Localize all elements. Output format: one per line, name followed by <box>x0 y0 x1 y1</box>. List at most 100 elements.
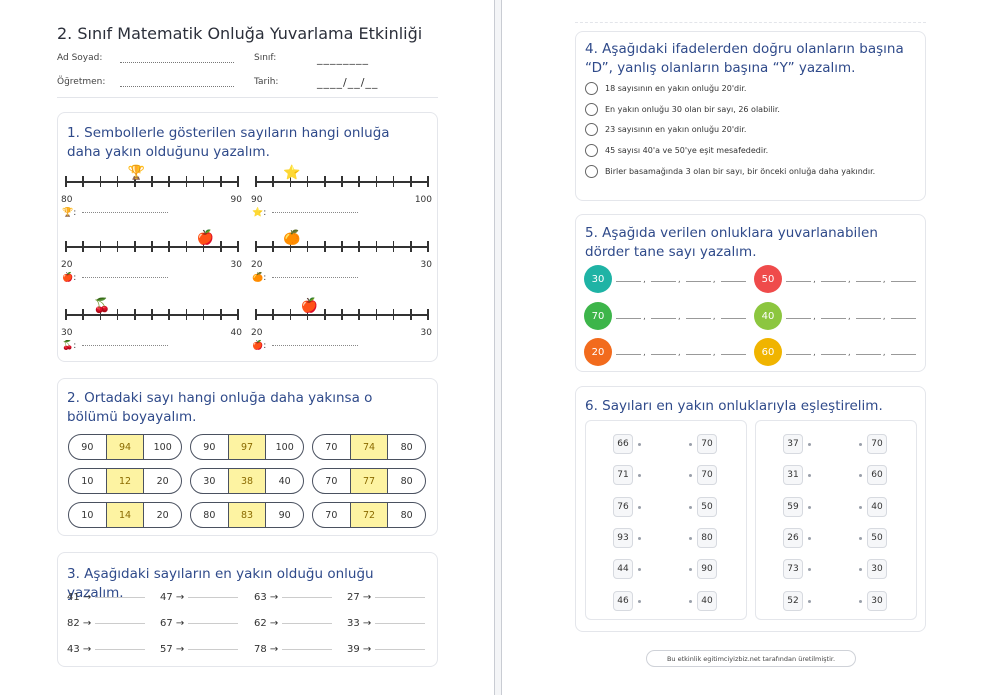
answer-blank[interactable] <box>820 318 846 319</box>
pill-middle-segment[interactable]: 97 <box>227 435 267 459</box>
match-tens[interactable]: 70 <box>697 434 717 454</box>
pill-upper-segment[interactable]: 100 <box>153 441 172 453</box>
answer-blank[interactable] <box>82 345 169 346</box>
answer-blank[interactable] <box>188 596 239 598</box>
answer-circle[interactable] <box>585 123 598 136</box>
answer-blank[interactable] <box>786 281 811 282</box>
answer-blank[interactable] <box>855 318 881 319</box>
answer-blank[interactable] <box>786 318 811 319</box>
match-dot[interactable] <box>638 474 641 477</box>
pill-lower-segment[interactable]: 10 <box>81 475 94 487</box>
answer-circle[interactable] <box>585 165 598 178</box>
match-dot[interactable] <box>859 568 862 571</box>
answer-blank[interactable] <box>95 622 146 624</box>
pill-middle-segment[interactable]: 14 <box>105 503 145 527</box>
match-number[interactable]: 52 <box>783 591 803 611</box>
answer-blank[interactable] <box>685 281 711 282</box>
answer-blank[interactable] <box>720 354 746 355</box>
answer-blank[interactable] <box>95 648 146 650</box>
answer-blank[interactable] <box>890 318 916 319</box>
match-dot[interactable] <box>859 443 862 446</box>
pill-middle-segment[interactable]: 38 <box>227 469 267 493</box>
pill-upper-segment[interactable]: 90 <box>278 509 291 521</box>
match-tens[interactable]: 70 <box>867 434 887 454</box>
match-dot[interactable] <box>808 600 811 603</box>
match-number[interactable]: 44 <box>613 559 633 579</box>
answer-blank[interactable] <box>820 354 846 355</box>
answer-blank[interactable] <box>616 281 641 282</box>
match-dot[interactable] <box>808 537 811 540</box>
name-field[interactable] <box>120 62 234 63</box>
answer-blank[interactable] <box>616 318 641 319</box>
answer-blank[interactable] <box>685 354 711 355</box>
answer-blank[interactable] <box>720 281 746 282</box>
match-dot[interactable] <box>638 600 641 603</box>
answer-blank[interactable] <box>890 354 916 355</box>
answer-blank[interactable] <box>855 281 881 282</box>
answer-blank[interactable] <box>272 345 359 346</box>
teacher-field[interactable] <box>120 86 234 87</box>
match-tens[interactable]: 60 <box>867 465 887 485</box>
answer-blank[interactable] <box>95 596 146 598</box>
match-dot[interactable] <box>689 568 692 571</box>
answer-blank[interactable] <box>650 281 676 282</box>
match-tens[interactable]: 70 <box>697 465 717 485</box>
answer-circle[interactable] <box>585 103 598 116</box>
pill-upper-segment[interactable]: 80 <box>400 441 413 453</box>
answer-blank[interactable] <box>282 596 333 598</box>
match-dot[interactable] <box>689 443 692 446</box>
pill-lower-segment[interactable]: 70 <box>325 509 338 521</box>
pill-lower-segment[interactable]: 80 <box>203 509 216 521</box>
match-number[interactable]: 59 <box>783 497 803 517</box>
answer-blank[interactable] <box>272 212 359 213</box>
answer-blank[interactable] <box>375 648 426 650</box>
pill-lower-segment[interactable]: 90 <box>81 441 94 453</box>
pill-upper-segment[interactable]: 20 <box>156 475 169 487</box>
answer-blank[interactable] <box>282 648 333 650</box>
match-dot[interactable] <box>689 600 692 603</box>
answer-circle[interactable] <box>585 144 598 157</box>
match-dot[interactable] <box>859 474 862 477</box>
answer-blank[interactable] <box>82 212 169 213</box>
match-tens[interactable]: 50 <box>697 497 717 517</box>
match-dot[interactable] <box>808 474 811 477</box>
answer-blank[interactable] <box>375 622 426 624</box>
answer-blank[interactable] <box>855 354 881 355</box>
match-tens[interactable]: 40 <box>697 591 717 611</box>
answer-blank[interactable] <box>720 318 746 319</box>
answer-blank[interactable] <box>82 277 169 278</box>
answer-blank[interactable] <box>272 277 359 278</box>
answer-blank[interactable] <box>685 318 711 319</box>
match-dot[interactable] <box>638 568 641 571</box>
match-number[interactable]: 26 <box>783 528 803 548</box>
answer-blank[interactable] <box>650 354 676 355</box>
answer-blank[interactable] <box>650 318 676 319</box>
match-number[interactable]: 93 <box>613 528 633 548</box>
pill-lower-segment[interactable]: 10 <box>81 509 94 521</box>
date-field[interactable]: ____/__/__ <box>317 76 379 89</box>
pill-middle-segment[interactable]: 94 <box>105 435 145 459</box>
match-dot[interactable] <box>689 506 692 509</box>
match-dot[interactable] <box>638 443 641 446</box>
match-tens[interactable]: 30 <box>867 559 887 579</box>
pill-upper-segment[interactable]: 20 <box>156 509 169 521</box>
match-tens[interactable]: 40 <box>867 497 887 517</box>
match-number[interactable]: 37 <box>783 434 803 454</box>
match-dot[interactable] <box>689 537 692 540</box>
match-tens[interactable]: 30 <box>867 591 887 611</box>
match-dot[interactable] <box>638 506 641 509</box>
pill-upper-segment[interactable]: 80 <box>400 509 413 521</box>
pill-middle-segment[interactable]: 72 <box>349 503 389 527</box>
answer-blank[interactable] <box>786 354 811 355</box>
pill-lower-segment[interactable]: 70 <box>325 475 338 487</box>
match-number[interactable]: 46 <box>613 591 633 611</box>
match-number[interactable]: 71 <box>613 465 633 485</box>
pill-lower-segment[interactable]: 30 <box>203 475 216 487</box>
pill-middle-segment[interactable]: 12 <box>105 469 145 493</box>
answer-blank[interactable] <box>282 622 333 624</box>
pill-middle-segment[interactable]: 74 <box>349 435 389 459</box>
pill-upper-segment[interactable]: 40 <box>278 475 291 487</box>
match-dot[interactable] <box>689 474 692 477</box>
answer-blank[interactable] <box>890 281 916 282</box>
match-tens[interactable]: 90 <box>697 559 717 579</box>
